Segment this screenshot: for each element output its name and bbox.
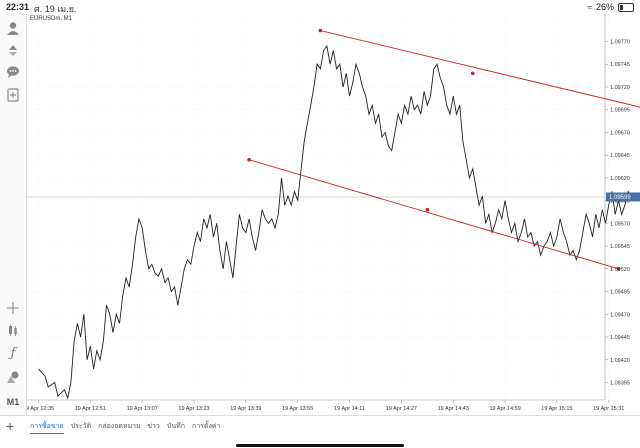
wifi-icon: ≈ [587, 2, 592, 12]
trendlines [247, 28, 640, 271]
trendline-anchor [616, 267, 621, 271]
bottom-tab-bar: + การซื้อขาย ประวัติ กล่องจดหมาย ข่าว บั… [0, 415, 640, 448]
y-tick-label: 1.09670 [610, 130, 630, 136]
y-tick-label: 1.09495 [610, 290, 630, 296]
symbol-label: EURUSDm, M1 [30, 16, 73, 22]
x-tick-label: 19 Apr 14:43 [438, 406, 469, 412]
tab-news[interactable]: ข่าว [147, 423, 160, 430]
y-tick-label: 1.09595 [610, 199, 630, 205]
x-tick-label: 19 Apr 13:23 [178, 406, 209, 412]
status-right: ≈ 26% [588, 2, 634, 12]
y-tick-label: 1.09520 [610, 267, 630, 273]
y-tick-label: 1.09420 [610, 358, 630, 364]
add-icon[interactable]: + [6, 418, 15, 434]
chart-canvas[interactable]: 1.09770 1.09745 1.09720 1.09695 1.09670 1.096… [23, 14, 640, 415]
left-toolbar: ƒ M1 [0, 14, 27, 415]
y-tick-label: 1.09395 [610, 381, 630, 387]
x-tick-label: 19 Apr 13:07 [127, 406, 158, 412]
y-tick-label: 1.09620 [610, 176, 630, 182]
y-tick-label: 1.09645 [610, 153, 630, 159]
tab-mailbox[interactable]: กล่องจดหมาย [98, 423, 141, 430]
account-icon[interactable] [5, 20, 21, 36]
trendline [320, 30, 640, 108]
x-tick-label: 19 Apr 12:35 [27, 406, 54, 412]
trendline-anchor [247, 157, 251, 162]
tab-history[interactable]: ประวัติ [70, 423, 92, 430]
x-tick-label: 19 Apr 13:39 [230, 406, 261, 412]
battery-icon [618, 2, 634, 12]
chat-icon[interactable] [5, 64, 21, 80]
x-tick-label: 19 Apr 14:59 [489, 406, 520, 412]
y-tick-label: 1.09545 [610, 244, 630, 250]
x-tick-label: 19 Apr 13:55 [282, 406, 313, 412]
current-price-badge: 1.09599 [606, 192, 640, 202]
y-tick-label: 1.09745 [610, 62, 630, 68]
objects-icon[interactable] [5, 369, 21, 385]
timeframe-button[interactable]: M1 [6, 397, 20, 407]
add-document-icon[interactable] [5, 87, 21, 103]
battery-percent: 26% [595, 2, 614, 12]
time-axis-labels: 19 Apr 12:35 19 Apr 12:51 19 Apr 13:07 19 A… [23, 400, 624, 412]
tab-journal[interactable]: บันทึก [166, 423, 185, 430]
status-time: 22:31 [6, 2, 30, 12]
price-chart[interactable]: EURUSDm, M1 1.09770 1.09745 1.09720 1.09695… [23, 14, 640, 415]
tab-settings[interactable]: การตั้งค่า [191, 423, 221, 430]
trendline-anchor [470, 71, 475, 76]
trendline-anchor [425, 207, 430, 212]
y-tick-label: 1.09445 [610, 335, 630, 341]
y-tick-label: 1.09470 [610, 312, 630, 318]
trendline-anchor [318, 28, 323, 33]
crosshair-icon[interactable] [5, 300, 21, 316]
y-tick-label: 1.09695 [610, 108, 630, 114]
x-tick-label: 19 Apr 14:27 [386, 406, 417, 412]
y-tick-label: 1.09770 [610, 40, 630, 46]
tab-list: การซื้อขาย ประวัติ กล่องจดหมาย ข่าว บันท… [30, 420, 220, 434]
chart-grid [27, 14, 610, 400]
price-series [38, 44, 635, 400]
x-tick-label: 19 Apr 12:51 [75, 406, 106, 412]
y-tick-label: 1.09570 [610, 221, 630, 227]
price-axis-labels: 1.09770 1.09745 1.09720 1.09695 1.09670 1.096… [605, 40, 630, 387]
current-price-label: 1.09599 [609, 195, 631, 201]
indicators-icon[interactable] [5, 322, 21, 338]
status-date: ศ. 19 เม.ย. [34, 4, 77, 14]
x-tick-label: 19 Apr 15:15 [541, 406, 572, 412]
y-tick-label: 1.09720 [610, 85, 630, 91]
price-line [38, 44, 635, 400]
tab-trading[interactable]: การซื้อขาย [30, 420, 64, 434]
x-tick-label: 19 Apr 14:11 [334, 406, 365, 412]
home-indicator [236, 444, 404, 447]
function-icon[interactable]: ƒ [10, 345, 16, 361]
trade-icon[interactable] [5, 41, 21, 57]
status-bar: 22:31 ศ. 19 เม.ย. ≈ 26% [0, 0, 640, 14]
trendline [248, 159, 619, 270]
x-tick-label: 19 Apr 15:31 [593, 406, 624, 412]
